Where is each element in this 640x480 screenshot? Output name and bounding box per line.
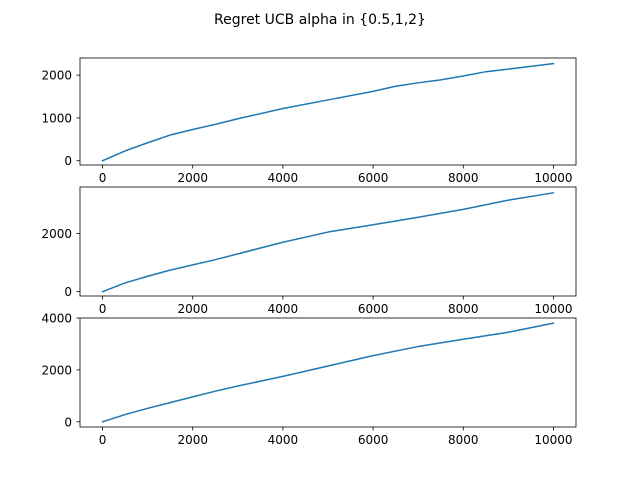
subplot-2-frame [79,186,577,297]
subplot-3-frame [79,317,577,428]
subplot-1-xtick-label: 10000 [534,171,572,185]
subplot-3-xtick-label: 10000 [534,433,572,447]
subplot-1-ytick-label: 1000 [41,111,72,125]
subplot-2-xtick-label: 8000 [448,302,479,316]
subplot-1-xtick-label: 6000 [358,171,389,185]
subplot-2-xtick-label: 10000 [534,302,572,316]
subplot-3-xtick-label: 6000 [358,433,389,447]
subplot-3-xtick-label: 4000 [268,433,299,447]
subplot-3-series-line [101,322,555,423]
subplot-3-ytick-label: 0 [64,415,72,429]
subplot-3-xtick-label: 8000 [448,433,479,447]
subplot-2-series-line [101,191,555,293]
subplot-2-xtick-label: 2000 [177,302,208,316]
subplot-1-xtick-label: 0 [99,171,107,185]
subplot-2-ytick-label: 2000 [41,227,72,241]
subplot-1: 0 2000 4000 6000 8000 10000 0 1000 2000 [41,57,577,185]
subplot-2: 0 2000 4000 6000 8000 10000 0 2000 [41,186,577,316]
subplot-2-ytick-label: 0 [64,285,72,299]
subplot-1-xtick-label: 8000 [448,171,479,185]
subplot-3-xtick-label: 2000 [177,433,208,447]
subplot-2-xtick-label: 0 [99,302,107,316]
subplot-1-frame [79,57,577,166]
subplot-1-ytick-label: 0 [64,154,72,168]
subplot-1-ytick-label: 2000 [41,69,72,83]
subplot-1-xtick-label: 4000 [268,171,299,185]
figure-title: Regret UCB alpha in {0.5,1,2} [214,12,426,28]
subplot-3: 0 2000 4000 6000 8000 10000 0 2000 4000 [41,312,577,447]
subplot-2-xtick-label: 6000 [358,302,389,316]
subplot-3-xtick-label: 0 [99,433,107,447]
subplots: 0 2000 4000 6000 8000 10000 0 1000 2000 0 2000 4000… [41,57,577,447]
subplot-2-xtick-label: 4000 [268,302,299,316]
subplot-3-ytick-label: 2000 [41,363,72,377]
subplot-1-series-line [101,62,555,162]
subplot-3-ytick-label: 4000 [41,312,72,326]
subplot-1-xtick-label: 2000 [177,171,208,185]
